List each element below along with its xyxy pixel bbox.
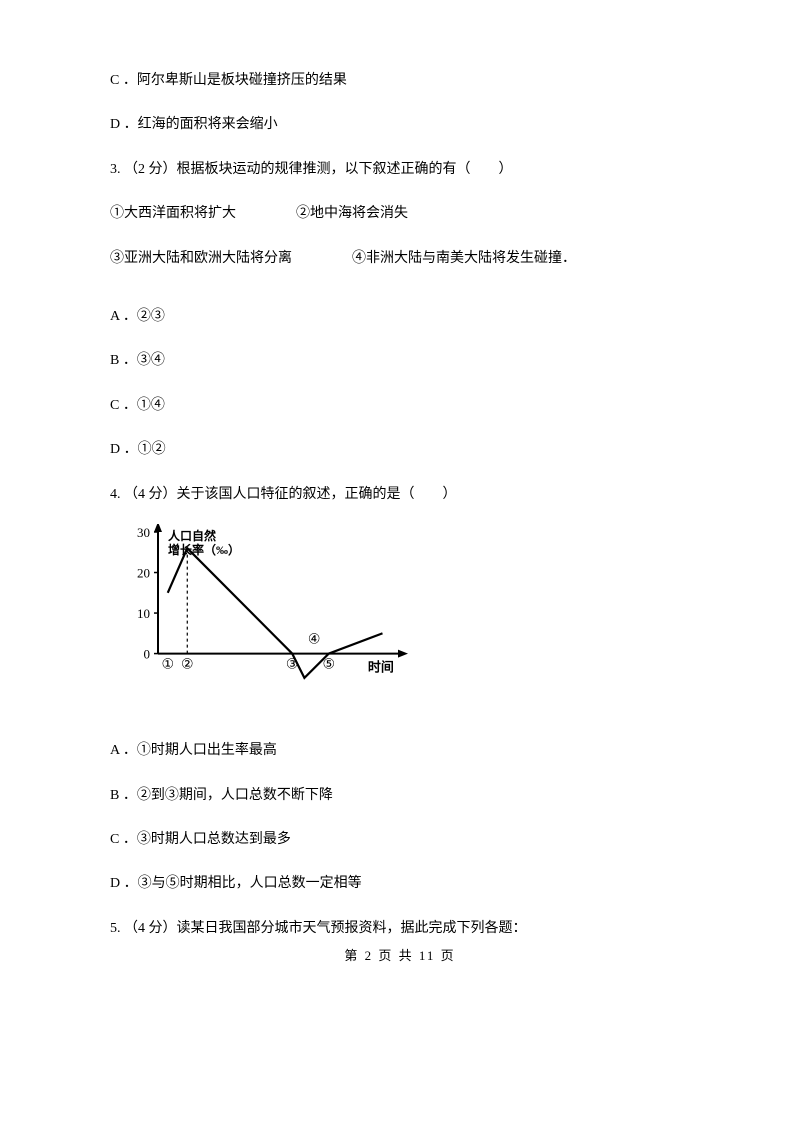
q2-option-c: C ．阿尔卑斯山是板块碰撞挤压的结果 bbox=[110, 70, 690, 92]
q3-sub-2: ②地中海将会消失 bbox=[296, 203, 408, 225]
q3-option-d: D ．①② bbox=[110, 439, 690, 461]
q4-stem: 4. （4 分）关于该国人口特征的叙述，正确的是（ ） bbox=[110, 484, 690, 506]
q2-option-d: D ．红海的面积将来会缩小 bbox=[110, 114, 690, 136]
q3-stem: 3. （2 分）根据板块运动的规律推测，以下叙述正确的有（ ） bbox=[110, 159, 690, 181]
svg-text:时间: 时间 bbox=[368, 659, 394, 674]
chart-svg: 0 10 20 30 人口自然增长率（‰） 时间 ①② ③④⑤ bbox=[110, 524, 410, 714]
svg-text:⑤: ⑤ bbox=[323, 657, 336, 672]
q4-option-d: D ．③与⑤时期相比，人口总数一定相等 bbox=[110, 873, 690, 895]
svg-text:人口自然: 人口自然 bbox=[168, 528, 216, 543]
q3-option-b: B ．③④ bbox=[110, 350, 690, 372]
q3-sub-4: ④非洲大陆与南美大陆将发生碰撞． bbox=[352, 248, 576, 270]
q3-sub-1: ①大西洋面积将扩大 bbox=[110, 203, 236, 225]
svg-text:0: 0 bbox=[144, 646, 151, 661]
svg-text:增长率（‰）: 增长率（‰） bbox=[168, 542, 240, 557]
svg-text:20: 20 bbox=[137, 565, 150, 580]
svg-text:①: ① bbox=[161, 657, 174, 672]
svg-text:10: 10 bbox=[137, 606, 150, 621]
q3-sub-row1: ①大西洋面积将扩大 ②地中海将会消失 bbox=[110, 203, 690, 225]
svg-text:30: 30 bbox=[137, 525, 150, 540]
q3-option-c: C ．①④ bbox=[110, 395, 690, 417]
page: C ．阿尔卑斯山是板块碰撞挤压的结果 D ．红海的面积将来会缩小 3. （2 分… bbox=[0, 0, 800, 1007]
q3-option-a: A ．②③ bbox=[110, 306, 690, 328]
population-chart: 0 10 20 30 人口自然增长率（‰） 时间 ①② ③④⑤ bbox=[110, 524, 690, 722]
q4-option-a: A ．①时期人口出生率最高 bbox=[110, 740, 690, 762]
q4-option-c: C ．③时期人口总数达到最多 bbox=[110, 829, 690, 851]
q4-option-b: B ．②到③期间，人口总数不断下降 bbox=[110, 785, 690, 807]
q5-stem: 5. （4 分）读某日我国部分城市天气预报资料，据此完成下列各题： bbox=[110, 918, 690, 940]
q3-sub-row2: ③亚洲大陆和欧洲大陆将分离 ④非洲大陆与南美大陆将发生碰撞． bbox=[110, 248, 690, 270]
svg-text:②: ② bbox=[181, 657, 194, 672]
page-footer: 第 2 页 共 11 页 bbox=[110, 946, 690, 967]
svg-text:④: ④ bbox=[308, 632, 321, 647]
svg-text:③: ③ bbox=[286, 657, 299, 672]
q3-sub-3: ③亚洲大陆和欧洲大陆将分离 bbox=[110, 248, 292, 270]
